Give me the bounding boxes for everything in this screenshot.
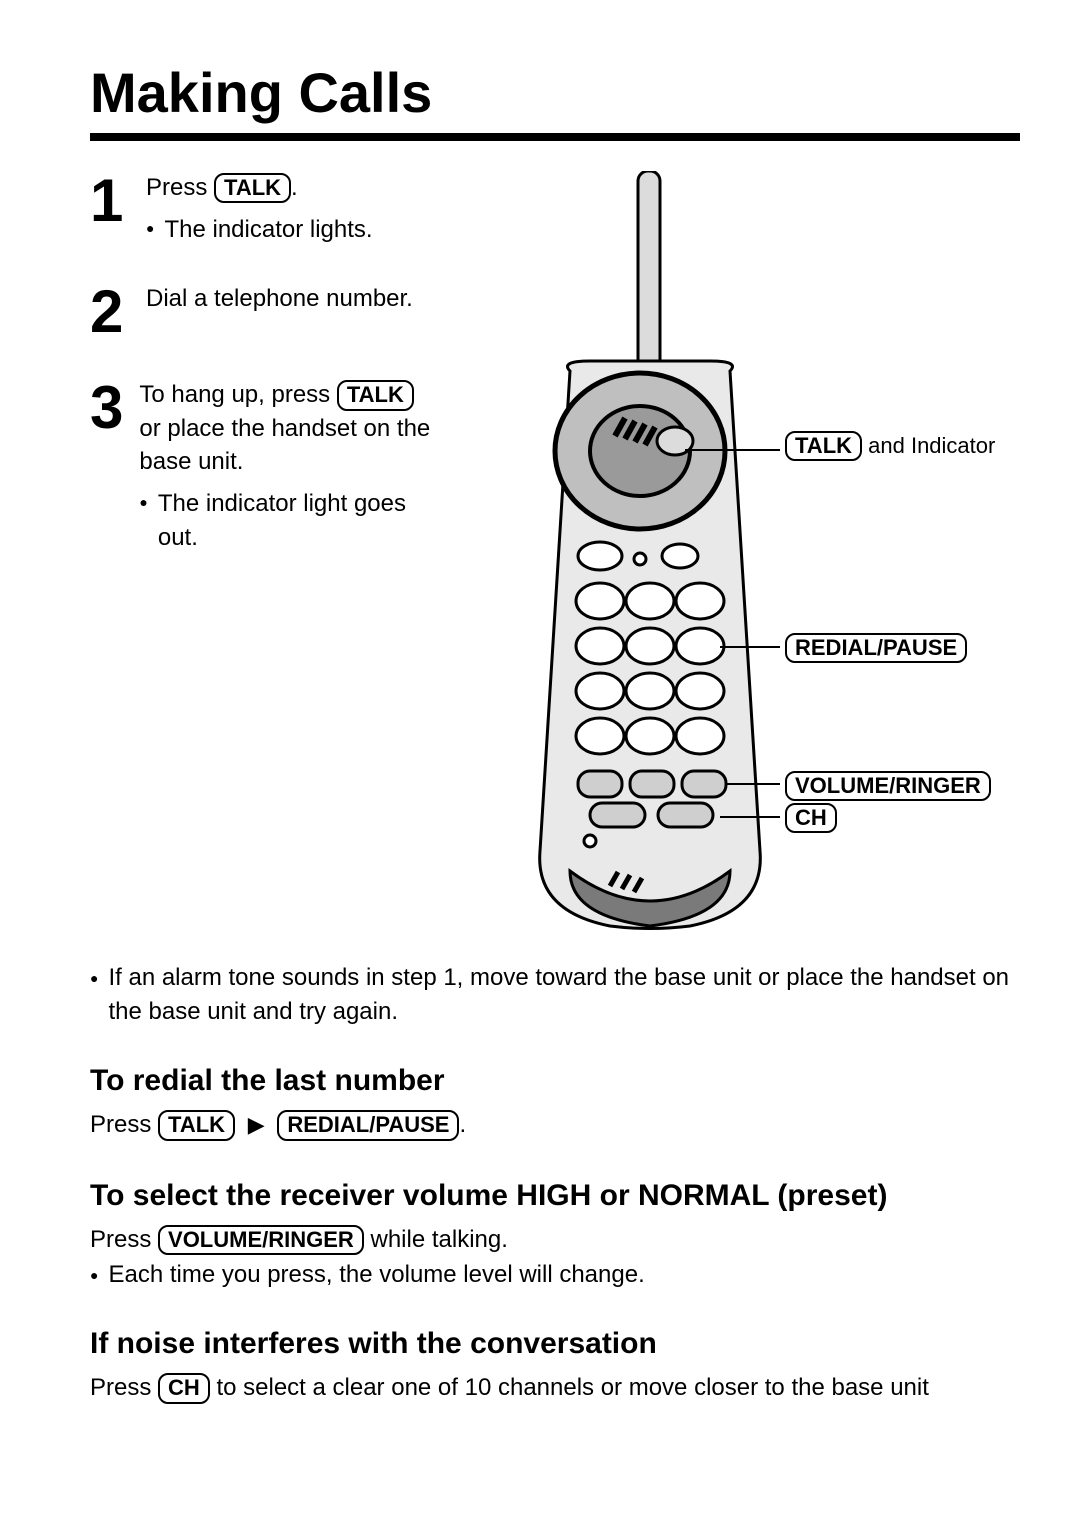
callouts: TALK and Indicator REDIAL/PAUSE VOLUME/R…	[470, 171, 1020, 951]
step-1: 1 Press TALK. The indicator lights.	[90, 171, 440, 246]
redial-suffix: .	[459, 1111, 466, 1138]
step-number: 2	[90, 282, 130, 342]
step-3: 3 To hang up, press TALK or place the ha…	[90, 378, 440, 554]
section-noise-body: Press CH to select a clear one of 10 cha…	[90, 1371, 1020, 1406]
lead-line	[720, 646, 780, 648]
redial-pause-key-label: REDIAL/PAUSE	[785, 633, 967, 663]
step2-text: Dial a telephone number.	[146, 285, 413, 312]
talk-key-label: TALK	[158, 1110, 235, 1140]
noise-prefix: Press	[90, 1374, 158, 1401]
alarm-note-text: If an alarm tone sounds in step 1, move …	[108, 961, 1020, 1028]
callout-volume: VOLUME/RINGER	[785, 771, 991, 801]
talk-key-label: TALK	[337, 380, 414, 410]
talk-key-label: TALK	[214, 173, 291, 203]
lead-line	[725, 783, 780, 785]
callout-redial: REDIAL/PAUSE	[785, 633, 967, 663]
volume-ringer-key-label: VOLUME/RINGER	[785, 771, 991, 801]
section-redial-body: Press TALK ▶ REDIAL/PAUSE.	[90, 1108, 1020, 1143]
noise-suffix: to select a clear one of 10 channels or …	[210, 1374, 929, 1401]
page-title: Making Calls	[90, 60, 1020, 125]
volume-ringer-key-label: VOLUME/RINGER	[158, 1225, 364, 1255]
alarm-note: If an alarm tone sounds in step 1, move …	[90, 961, 1020, 1028]
volume-prefix: Press	[90, 1226, 158, 1253]
lead-line	[720, 816, 780, 818]
step-number: 1	[90, 171, 130, 246]
volume-bullet: Each time you press, the volume level wi…	[108, 1258, 644, 1292]
step3-text-prefix: To hang up, press	[139, 381, 336, 408]
step1-text-prefix: Press	[146, 174, 214, 201]
ch-key-label: CH	[785, 803, 837, 833]
handset-figure: TALK and Indicator REDIAL/PAUSE VOLUME/R…	[470, 171, 1020, 951]
steps-region: 1 Press TALK. The indicator lights. 2 Di…	[90, 171, 1020, 951]
section-volume-body: Press VOLUME/RINGER while talking.	[90, 1223, 1020, 1258]
section-redial-title: To redial the last number	[90, 1064, 1020, 1098]
redial-pause-key-label: REDIAL/PAUSE	[277, 1110, 459, 1140]
callout-ch: CH	[785, 803, 837, 833]
step1-text-suffix: .	[291, 174, 298, 201]
lead-line	[685, 449, 780, 451]
step-number: 3	[90, 378, 123, 554]
title-rule	[90, 133, 1020, 141]
step1-bullet: The indicator lights.	[164, 213, 372, 247]
arrow-icon: ▶	[248, 1112, 265, 1137]
ch-key-label: CH	[158, 1373, 210, 1403]
callout-talk: TALK and Indicator	[785, 431, 995, 461]
steps-list: 1 Press TALK. The indicator lights. 2 Di…	[90, 171, 440, 951]
step-2: 2 Dial a telephone number.	[90, 282, 440, 342]
volume-suffix: while talking.	[364, 1226, 508, 1253]
section-volume-title: To select the receiver volume HIGH or NO…	[90, 1179, 1020, 1213]
talk-key-label: TALK	[785, 431, 862, 461]
callout-talk-suffix: and Indicator	[862, 433, 995, 458]
section-noise-title: If noise interferes with the conversatio…	[90, 1327, 1020, 1361]
redial-prefix: Press	[90, 1111, 158, 1138]
step3-text-suffix: or place the handset on the base unit.	[139, 415, 430, 476]
step3-bullet: The indicator light goes out.	[158, 487, 440, 554]
